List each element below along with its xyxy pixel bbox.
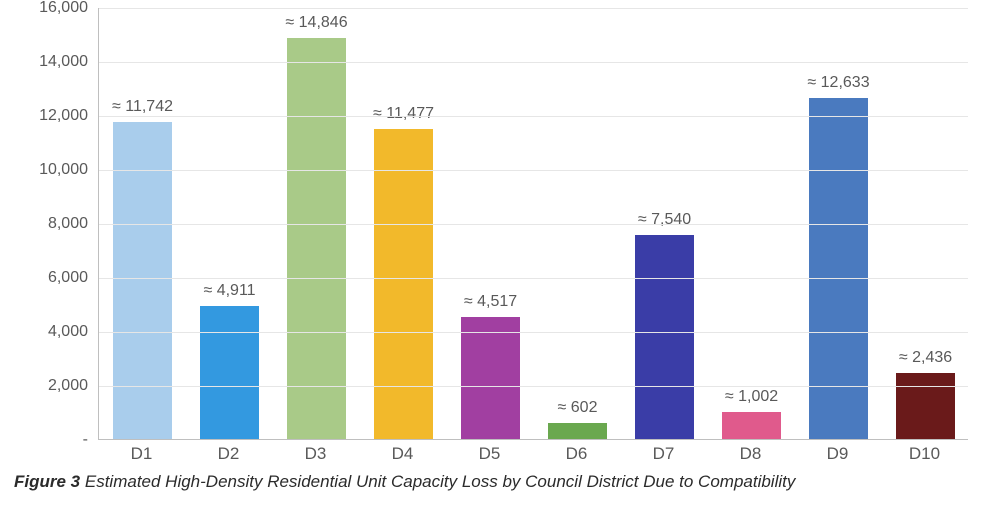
x-tick-label: D10	[909, 444, 940, 464]
bar	[635, 235, 694, 439]
y-tick-label: 4,000	[18, 323, 88, 341]
x-tick-label: D9	[827, 444, 849, 464]
y-tick-label: 16,000	[18, 0, 88, 17]
x-tick-label: D4	[392, 444, 414, 464]
bar	[200, 306, 259, 439]
x-tick-label: D1	[131, 444, 153, 464]
figure-number: Figure 3	[14, 472, 85, 491]
bar-value-label: ≈ 2,436	[865, 349, 987, 367]
x-tick-label: D7	[653, 444, 675, 464]
bar	[374, 129, 433, 439]
gridline	[99, 62, 968, 63]
y-tick-label: 8,000	[18, 215, 88, 233]
bar	[287, 38, 346, 439]
gridline	[99, 8, 968, 9]
chart-container: ≈ 11,742≈ 4,911≈ 14,846≈ 11,477≈ 4,517≈ …	[20, 8, 980, 468]
y-tick-label: 12,000	[18, 107, 88, 125]
gridline	[99, 170, 968, 171]
y-tick-label: 2,000	[18, 377, 88, 395]
gridline	[99, 278, 968, 279]
y-tick-label: 10,000	[18, 161, 88, 179]
gridline	[99, 332, 968, 333]
figure-caption-text: Estimated High-Density Residential Unit …	[85, 472, 796, 491]
x-tick-label: D6	[566, 444, 588, 464]
bar	[548, 423, 607, 439]
y-tick-label: 6,000	[18, 269, 88, 287]
plot-area: ≈ 11,742≈ 4,911≈ 14,846≈ 11,477≈ 4,517≈ …	[98, 8, 968, 440]
gridline	[99, 386, 968, 387]
bar	[809, 98, 868, 439]
x-tick-label: D2	[218, 444, 240, 464]
bar	[461, 317, 520, 439]
bar	[896, 373, 955, 439]
x-tick-label: D8	[740, 444, 762, 464]
y-tick-label: -	[18, 431, 88, 449]
gridline	[99, 224, 968, 225]
gridline	[99, 116, 968, 117]
y-tick-label: 14,000	[18, 53, 88, 71]
x-tick-label: D3	[305, 444, 327, 464]
bar	[722, 412, 781, 439]
x-tick-label: D5	[479, 444, 501, 464]
figure-caption: Figure 3 Estimated High-Density Resident…	[14, 472, 1000, 492]
